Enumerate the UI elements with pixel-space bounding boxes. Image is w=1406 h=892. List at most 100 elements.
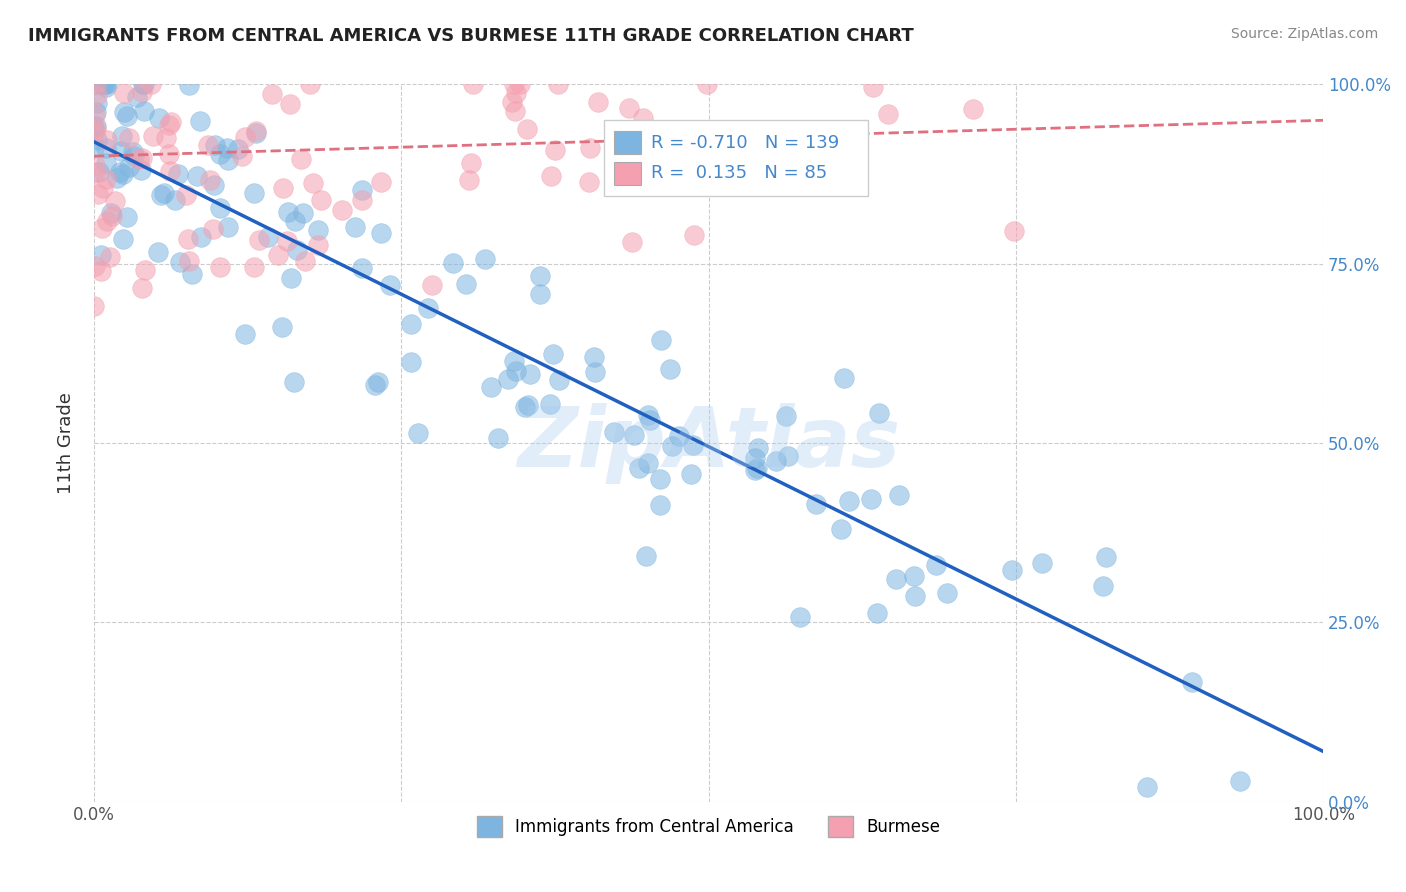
Point [668, 146, 690, 161]
Point [628, 461, 651, 475]
Point [278, 96, 301, 111]
Point [509, 78, 531, 92]
Point [155, 131, 177, 145]
FancyBboxPatch shape [614, 131, 641, 154]
Point [904, 589, 927, 603]
Point [201, 222, 224, 236]
Point [903, 569, 925, 583]
Point [84, 78, 107, 92]
Point [131, 151, 153, 165]
Point [160, 115, 183, 129]
Point [209, 147, 232, 161]
Point [87, 164, 110, 178]
Point [83, 141, 105, 155]
Point [516, 122, 538, 136]
Point [364, 378, 387, 392]
Point [631, 111, 654, 125]
Point [90, 220, 112, 235]
Point [105, 170, 128, 185]
Point [350, 194, 373, 208]
Point [233, 326, 256, 341]
Point [474, 252, 496, 267]
Point [367, 375, 389, 389]
Point [1031, 556, 1053, 570]
Point [623, 427, 645, 442]
Point [115, 109, 138, 123]
Point [83, 260, 105, 274]
Text: R =  0.135   N = 85: R = 0.135 N = 85 [651, 164, 827, 182]
Point [91, 78, 114, 92]
Point [1229, 773, 1251, 788]
Point [83, 125, 105, 139]
Point [256, 230, 278, 244]
Point [479, 380, 502, 394]
Point [887, 488, 910, 502]
Point [747, 441, 769, 455]
Point [583, 365, 606, 379]
Point [1091, 579, 1114, 593]
Point [586, 95, 609, 110]
Point [659, 361, 682, 376]
Point [148, 111, 170, 125]
FancyBboxPatch shape [614, 161, 641, 185]
Point [142, 128, 165, 143]
Point [149, 187, 172, 202]
Point [186, 169, 208, 183]
Text: R = -0.710   N = 139: R = -0.710 N = 139 [651, 134, 839, 152]
Point [683, 228, 706, 243]
Point [1095, 549, 1118, 564]
Point [112, 232, 135, 246]
Point [457, 172, 479, 186]
Point [744, 451, 766, 466]
Point [307, 223, 329, 237]
FancyBboxPatch shape [605, 120, 869, 195]
Point [96, 133, 118, 147]
Text: ZipAtlas: ZipAtlas [517, 402, 900, 483]
Point [179, 254, 201, 268]
Point [637, 408, 659, 422]
Point [681, 467, 703, 481]
Point [543, 347, 565, 361]
Point [100, 206, 122, 220]
Text: Source: ZipAtlas.com: Source: ZipAtlas.com [1230, 27, 1378, 41]
Point [838, 494, 860, 508]
Point [90, 264, 112, 278]
Text: IMMIGRANTS FROM CENTRAL AMERICA VS BURMESE 11TH GRADE CORRELATION CHART: IMMIGRANTS FROM CENTRAL AMERICA VS BURME… [28, 27, 914, 45]
Point [94, 172, 117, 186]
Point [115, 210, 138, 224]
Point [267, 247, 290, 261]
Point [125, 90, 148, 104]
Point [789, 609, 811, 624]
Point [650, 334, 672, 348]
Point [538, 397, 561, 411]
Point [94, 78, 117, 92]
Point [93, 78, 115, 92]
Point [804, 497, 827, 511]
Point [83, 108, 105, 122]
Point [370, 175, 392, 189]
Point [830, 522, 852, 536]
Point [307, 238, 329, 252]
Point [505, 86, 527, 100]
Point [503, 104, 526, 119]
Point [540, 169, 562, 184]
Point [226, 142, 249, 156]
Point [284, 213, 307, 227]
Point [1001, 563, 1024, 577]
Point [83, 78, 105, 92]
Point [503, 78, 526, 92]
Point [190, 230, 212, 244]
Point [1002, 224, 1025, 238]
Point [134, 262, 156, 277]
Point [112, 86, 135, 100]
Point [245, 126, 267, 140]
Point [460, 156, 482, 170]
Point [208, 201, 231, 215]
Point [299, 78, 322, 92]
Point [118, 160, 141, 174]
Point [96, 214, 118, 228]
Point [935, 585, 957, 599]
Point [775, 409, 797, 423]
Point [233, 129, 256, 144]
Point [84, 78, 107, 92]
